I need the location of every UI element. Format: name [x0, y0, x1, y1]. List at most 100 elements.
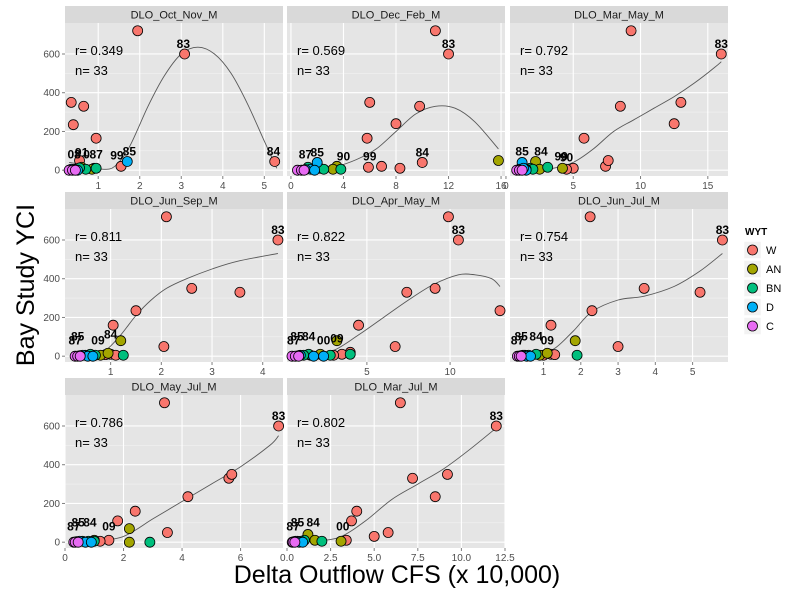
point-label: 99: [110, 148, 124, 162]
point-label: 09: [330, 331, 344, 345]
x-tick-label: 4: [341, 181, 347, 192]
data-point-W: [78, 100, 90, 112]
point-label: 87: [89, 147, 103, 161]
x-tick-label: 3: [178, 181, 184, 192]
data-point-C: [298, 164, 310, 176]
point-label: 83: [715, 37, 729, 51]
data-point-W: [132, 25, 144, 37]
data-point-C: [289, 536, 301, 548]
data-point-W: [346, 515, 357, 527]
sample-size-label: n= 33: [75, 435, 108, 450]
y-tick-label: 200: [43, 127, 60, 138]
sample-size-label: n= 33: [297, 63, 330, 78]
x-tick-label: 3: [615, 367, 621, 378]
point-label: 09: [102, 519, 116, 533]
panel-title: DLO_Jun_Jul_M: [578, 196, 660, 208]
data-point-W: [353, 319, 364, 331]
x-tick-label: 1: [108, 367, 114, 378]
x-tick-label: 10: [635, 181, 647, 192]
panel-background: [510, 23, 728, 176]
data-point-W: [179, 48, 190, 60]
panel-strip: [287, 192, 505, 209]
x-tick-label: 4: [179, 553, 185, 564]
data-point-W: [443, 48, 454, 60]
sample-size-label: n= 33: [520, 63, 553, 78]
data-point-W: [584, 211, 596, 223]
data-point-D: [525, 350, 536, 362]
point-label: 87: [68, 333, 82, 347]
data-point-BN: [144, 536, 156, 548]
panel-strip: [287, 378, 505, 395]
point-label: 85: [123, 144, 137, 158]
data-point-W: [162, 527, 173, 538]
x-tick-label: 3: [209, 367, 215, 378]
point-label: 83: [452, 223, 466, 237]
x-tick-label: 15: [702, 181, 714, 192]
x-tick-label: 0.0: [280, 553, 294, 564]
data-point-W: [273, 420, 285, 432]
x-tick-label: 5: [690, 367, 696, 378]
legend-label: BN: [766, 283, 781, 295]
panel-background: [510, 209, 728, 362]
point-label: 83: [272, 409, 286, 423]
point-label: 83: [442, 37, 456, 51]
panel-title: DLO_Apr_May_M: [352, 196, 440, 208]
data-point-W: [429, 491, 441, 503]
x-tick-label: 0: [288, 181, 294, 192]
correlation-label: r= 0.569: [297, 43, 345, 58]
sample-size-label: n= 33: [297, 249, 330, 264]
point-label: 00: [317, 333, 331, 347]
data-point-W: [602, 155, 614, 166]
panel-background: [65, 209, 283, 362]
x-axis-title: Delta Outflow CFS (x 10,000): [234, 561, 561, 589]
data-point-BN: [335, 163, 347, 175]
panel-title: DLO_Jun_Sep_M: [130, 196, 217, 208]
correlation-label: r= 0.822: [297, 229, 345, 244]
y-axis-title: Bay Study YCI: [12, 204, 40, 366]
legend-label: W: [766, 245, 777, 257]
panel-strip: [510, 192, 728, 209]
point-label: 84: [416, 145, 430, 159]
y-tick-label: 0: [54, 352, 60, 363]
point-label: 84: [302, 330, 316, 344]
correlation-label: r= 0.792: [520, 43, 568, 58]
legend-swatch-C: [747, 320, 758, 332]
data-point-W: [269, 156, 281, 167]
x-tick-label: 5: [364, 367, 370, 378]
legend-swatch-BN: [747, 282, 758, 294]
panel-title: DLO_Mar_May_M: [574, 10, 664, 22]
data-point-W: [675, 97, 687, 108]
legend-label: AN: [766, 264, 781, 276]
x-tick-label: 2: [578, 367, 584, 378]
x-tick-label: 12: [443, 181, 455, 192]
data-point-W: [390, 118, 402, 130]
data-point-W: [614, 100, 626, 112]
correlation-label: r= 0.802: [297, 415, 345, 430]
point-label: 84: [104, 328, 118, 342]
legend-label: D: [766, 302, 774, 314]
data-point-W: [442, 469, 453, 480]
data-point-AN: [102, 347, 114, 359]
data-point-AN: [557, 162, 568, 174]
y-tick-label: 400: [43, 460, 60, 471]
y-tick-label: 600: [43, 421, 60, 432]
data-point-C: [293, 350, 305, 362]
point-label: 83: [271, 223, 285, 237]
data-point-W: [186, 283, 198, 294]
data-point-BN: [316, 535, 328, 547]
x-tick-label: 5: [262, 181, 268, 192]
data-point-W: [394, 397, 406, 409]
x-tick-label: 4: [220, 181, 226, 192]
data-point-W: [363, 161, 374, 173]
smooth-line: [69, 46, 278, 170]
legend-swatch-D: [747, 301, 758, 313]
data-point-D: [85, 536, 97, 548]
x-tick-label: 2: [137, 181, 143, 192]
y-tick-label: 200: [43, 313, 60, 324]
panel-DLO_Mar_Jul_M: DLO_Mar_Jul_M 0.0 2.5 5.0 7.5 10.0 12.5 83 85 84 8…: [280, 378, 515, 564]
x-tick-label: 10: [445, 367, 457, 378]
